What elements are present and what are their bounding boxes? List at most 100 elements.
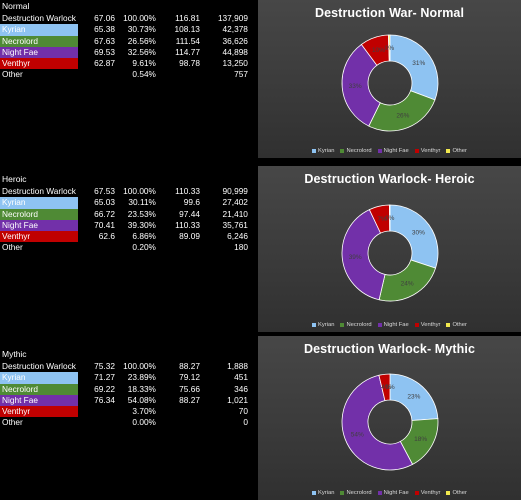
cell-c3[interactable]: 108.13 bbox=[174, 24, 200, 35]
cell-c1[interactable]: 62.87 bbox=[94, 58, 115, 69]
cell-c4[interactable]: 6,246 bbox=[227, 231, 248, 242]
cell-c2[interactable]: 3.70% bbox=[132, 406, 156, 417]
row-label[interactable]: Other bbox=[2, 417, 23, 428]
cell-c4[interactable]: 70 bbox=[238, 406, 248, 417]
cell-c2[interactable]: 0.54% bbox=[132, 69, 156, 80]
cell-c3[interactable]: 99.6 bbox=[183, 197, 200, 208]
cell-c4[interactable]: 137,909 bbox=[217, 13, 248, 23]
row-label[interactable]: Night Fae bbox=[0, 219, 78, 232]
row-label[interactable]: Venthyr bbox=[0, 406, 78, 418]
cell-c4[interactable]: 0 bbox=[243, 417, 248, 428]
cell-c4[interactable]: 13,250 bbox=[222, 58, 248, 69]
row-label[interactable]: Destruction Warlock bbox=[2, 361, 76, 371]
legend-item-night-fae[interactable]: Night Fae bbox=[377, 490, 409, 496]
legend-item-other[interactable]: Other bbox=[446, 322, 467, 328]
cell-c2[interactable]: 0.00% bbox=[132, 417, 156, 428]
row-label[interactable]: Necrolord bbox=[0, 208, 78, 220]
cell-c3[interactable]: 75.66 bbox=[179, 383, 200, 394]
cell-c4[interactable]: 90,999 bbox=[222, 186, 248, 196]
cell-c1[interactable] bbox=[78, 242, 117, 253]
cell-c4[interactable]: 1,021 bbox=[227, 394, 248, 405]
cell-c1[interactable] bbox=[78, 406, 117, 417]
slice-necrolord[interactable] bbox=[368, 90, 436, 132]
row-label[interactable]: Venthyr bbox=[0, 58, 78, 70]
slice-night-fae[interactable] bbox=[341, 374, 414, 471]
cell-c1[interactable]: 67.53 bbox=[94, 186, 115, 196]
legend-item-venthyr[interactable]: Venthyr bbox=[414, 322, 440, 328]
cell-c1[interactable]: 70.41 bbox=[94, 219, 115, 230]
cell-c2[interactable]: 26.56% bbox=[127, 35, 156, 46]
cell-c1[interactable]: 65.38 bbox=[94, 24, 115, 35]
cell-c1[interactable]: 69.53 bbox=[94, 46, 115, 57]
cell-c3[interactable]: 116.81 bbox=[175, 13, 200, 23]
legend-item-kyrian[interactable]: Kyrian bbox=[312, 148, 334, 154]
cell-c3[interactable]: 88.27 bbox=[179, 394, 200, 405]
cell-c2[interactable]: 6.86% bbox=[132, 231, 156, 242]
cell-c2[interactable]: 32.56% bbox=[127, 46, 156, 57]
cell-c2[interactable]: 23.53% bbox=[127, 208, 156, 219]
cell-c3[interactable]: 98.78 bbox=[179, 58, 200, 69]
chart-panel-normal[interactable]: Destruction War- Normal 31% 26% 33% 10% 0% K… bbox=[258, 0, 521, 158]
cell-c2[interactable]: 0.20% bbox=[132, 242, 156, 253]
row-label[interactable]: Kyrian bbox=[0, 372, 78, 384]
cell-c4[interactable]: 1,888 bbox=[227, 361, 248, 371]
slice-kyrian[interactable] bbox=[389, 204, 439, 269]
cell-c4[interactable]: 346 bbox=[234, 383, 248, 394]
row-label[interactable]: Destruction Warlock bbox=[2, 13, 76, 23]
cell-c4[interactable]: 21,410 bbox=[222, 208, 248, 219]
row-label[interactable]: Other bbox=[2, 69, 23, 80]
legend-item-venthyr[interactable]: Venthyr bbox=[414, 148, 440, 154]
row-label[interactable]: Venthyr bbox=[0, 231, 78, 243]
cell-c1[interactable]: 69.22 bbox=[94, 383, 115, 394]
cell-c1[interactable]: 66.72 bbox=[94, 208, 115, 219]
cell-c1[interactable] bbox=[78, 69, 117, 80]
row-label[interactable]: Night Fae bbox=[0, 394, 78, 407]
cell-c3[interactable] bbox=[158, 69, 202, 80]
row-label[interactable]: Kyrian bbox=[0, 24, 78, 36]
cell-c3[interactable]: 110.33 bbox=[175, 186, 200, 196]
chart-panel-heroic[interactable]: Destruction Warlock- Heroic 30% 24% 39% 7% 0… bbox=[258, 166, 521, 332]
cell-c1[interactable] bbox=[78, 417, 117, 428]
row-label[interactable]: Night Fae bbox=[0, 46, 78, 59]
cell-c4[interactable]: 451 bbox=[234, 372, 248, 383]
cell-c4[interactable]: 27,402 bbox=[222, 197, 248, 208]
slice-night-fae[interactable] bbox=[341, 43, 381, 127]
chart-panel-mythic[interactable]: Destruction Warlock- Mythic 23% 18% 54% 4% 0… bbox=[258, 336, 521, 500]
cell-c1[interactable]: 76.34 bbox=[94, 394, 115, 405]
legend-item-necrolord[interactable]: Necrolord bbox=[340, 322, 372, 328]
legend-item-necrolord[interactable]: Necrolord bbox=[340, 490, 372, 496]
cell-c2[interactable]: 100.00% bbox=[123, 13, 156, 23]
cell-c1[interactable]: 71.27 bbox=[94, 372, 115, 383]
legend-item-necrolord[interactable]: Necrolord bbox=[340, 148, 372, 154]
legend-item-other[interactable]: Other bbox=[446, 490, 467, 496]
slice-other[interactable] bbox=[387, 34, 391, 62]
slice-venthyr[interactable] bbox=[378, 373, 391, 402]
cell-c2[interactable]: 30.11% bbox=[128, 197, 156, 208]
cell-c2[interactable]: 9.61% bbox=[132, 58, 156, 69]
cell-c3[interactable] bbox=[158, 406, 202, 417]
cell-c3[interactable]: 111.54 bbox=[175, 35, 200, 46]
cell-c4[interactable]: 757 bbox=[234, 69, 248, 80]
row-label[interactable]: Kyrian bbox=[0, 197, 78, 209]
legend-item-kyrian[interactable]: Kyrian bbox=[312, 490, 334, 496]
cell-c4[interactable]: 35,761 bbox=[222, 219, 248, 230]
cell-c1[interactable]: 67.06 bbox=[94, 13, 115, 23]
cell-c1[interactable]: 67.63 bbox=[94, 35, 115, 46]
cell-c2[interactable]: 100.00% bbox=[123, 186, 156, 196]
slice-kyrian[interactable] bbox=[389, 34, 439, 101]
cell-c1[interactable]: 65.03 bbox=[94, 197, 115, 208]
cell-c3[interactable]: 97.44 bbox=[179, 208, 200, 219]
row-label[interactable]: Destruction Warlock bbox=[2, 186, 76, 196]
cell-c4[interactable]: 180 bbox=[234, 242, 248, 253]
cell-c2[interactable]: 54.08% bbox=[127, 394, 156, 405]
cell-c3[interactable]: 89.09 bbox=[179, 231, 200, 242]
cell-c2[interactable]: 30.73% bbox=[127, 24, 156, 35]
cell-c4[interactable]: 42,378 bbox=[222, 24, 248, 35]
cell-c3[interactable] bbox=[158, 242, 202, 253]
cell-c4[interactable]: 44,898 bbox=[222, 46, 248, 57]
cell-c2[interactable]: 39.30% bbox=[127, 219, 156, 230]
cell-c3[interactable] bbox=[158, 417, 202, 428]
cell-c4[interactable]: 36,626 bbox=[222, 35, 248, 46]
row-label[interactable]: Necrolord bbox=[0, 383, 78, 395]
cell-c3[interactable]: 114.77 bbox=[175, 46, 200, 57]
